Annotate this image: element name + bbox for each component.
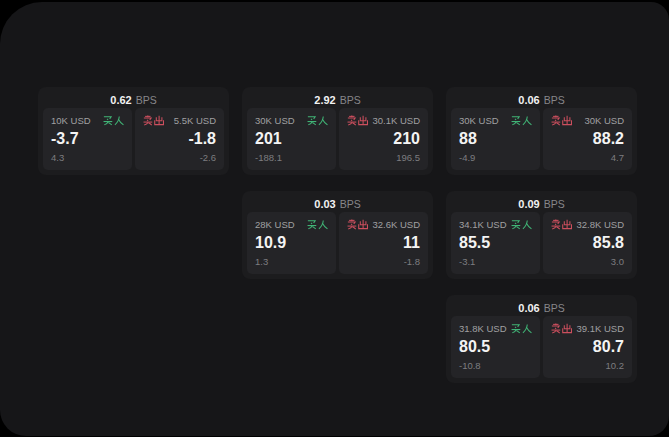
- sell-delta: -2.6: [143, 152, 216, 163]
- spread-header: 2.92 BPS: [247, 92, 428, 108]
- spread-unit: BPS: [544, 198, 565, 210]
- sell-label-icon: [143, 115, 164, 126]
- sell-price: -1.8: [143, 131, 216, 147]
- buy-label-icon: [511, 323, 532, 334]
- sell-panel[interactable]: 32.6K USD 11 -1.8: [339, 212, 428, 274]
- spread-value: 0.06: [518, 94, 539, 106]
- buy-price: 80.5: [459, 339, 532, 355]
- buy-label-icon: [307, 115, 328, 126]
- quote-card: 0.06 BPS 30K USD: [446, 87, 637, 175]
- spread-unit: BPS: [544, 94, 565, 106]
- sell-panel[interactable]: 30K USD 88.2 4.7: [543, 108, 632, 170]
- buy-label-icon: [511, 219, 532, 230]
- spread-unit: BPS: [544, 302, 565, 314]
- buy-size: 30K USD: [459, 115, 499, 126]
- buy-panel[interactable]: 31.8K USD 80.5 -10.8: [451, 316, 540, 378]
- spread-value: 0.09: [518, 198, 539, 210]
- spread-unit: BPS: [340, 198, 361, 210]
- sell-label-icon: [347, 219, 368, 230]
- buy-panel[interactable]: 30K USD 201 -188.1: [247, 108, 336, 170]
- sell-price: 210: [347, 131, 420, 147]
- spread-value: 0.03: [314, 198, 335, 210]
- buy-price: 201: [255, 131, 328, 147]
- quote-panels: 34.1K USD 85.5 -3.1: [451, 212, 632, 274]
- sell-panel[interactable]: 39.1K USD 80.7 10.2: [543, 316, 632, 378]
- quote-card: 0.09 BPS 34.1K USD: [446, 191, 637, 279]
- buy-price: -3.7: [51, 131, 124, 147]
- sell-size: 39.1K USD: [576, 323, 624, 334]
- sell-label-icon: [551, 323, 572, 334]
- quote-card: 0.03 BPS 28K USD: [242, 191, 433, 279]
- spread-unit: BPS: [340, 94, 361, 106]
- spread-header: 0.06 BPS: [451, 92, 632, 108]
- spread-value: 2.92: [314, 94, 335, 106]
- quote-panels: 31.8K USD 80.5 -10.8: [451, 316, 632, 378]
- buy-delta: -188.1: [255, 152, 328, 163]
- buy-price: 88: [459, 131, 532, 147]
- quote-card: 0.06 BPS 31.8K USD: [446, 295, 637, 383]
- quote-panels: 30K USD 201 -188.1: [247, 108, 428, 170]
- sell-size: 30.1K USD: [372, 115, 420, 126]
- quote-panels: 30K USD 88 -4.9: [451, 108, 632, 170]
- app-background: 0.62 BPS 10K USD: [0, 2, 669, 436]
- sell-delta: 4.7: [551, 152, 624, 163]
- spread-value: 0.62: [110, 94, 131, 106]
- sell-delta: 3.0: [551, 256, 624, 267]
- buy-panel[interactable]: 30K USD 88 -4.9: [451, 108, 540, 170]
- buy-price: 10.9: [255, 235, 328, 251]
- buy-size: 10K USD: [51, 115, 91, 126]
- sell-delta: -1.8: [347, 256, 420, 267]
- spread-header: 0.06 BPS: [451, 300, 632, 316]
- quote-panels: 28K USD 10.9 1.3: [247, 212, 428, 274]
- sell-size: 5.5K USD: [174, 115, 216, 126]
- buy-size: 31.8K USD: [459, 323, 507, 334]
- sell-label-icon: [347, 115, 368, 126]
- buy-label-icon: [103, 115, 124, 126]
- buy-delta: -10.8: [459, 360, 532, 371]
- spread-header: 0.09 BPS: [451, 196, 632, 212]
- cards-grid: 0.62 BPS 10K USD: [38, 87, 637, 383]
- quote-card: 2.92 BPS 30K USD: [242, 87, 433, 175]
- sell-price: 85.8: [551, 235, 624, 251]
- buy-size: 34.1K USD: [459, 219, 507, 230]
- buy-label-icon: [307, 219, 328, 230]
- buy-price: 85.5: [459, 235, 532, 251]
- buy-delta: -4.9: [459, 152, 532, 163]
- buy-panel[interactable]: 28K USD 10.9 1.3: [247, 212, 336, 274]
- sell-size: 32.6K USD: [372, 219, 420, 230]
- spread-header: 0.62 BPS: [43, 92, 224, 108]
- sell-panel[interactable]: 5.5K USD -1.8 -2.6: [135, 108, 224, 170]
- quote-card: 0.62 BPS 10K USD: [38, 87, 229, 175]
- sell-panel[interactable]: 30.1K USD 210 196.5: [339, 108, 428, 170]
- buy-delta: 1.3: [255, 256, 328, 267]
- sell-price: 88.2: [551, 131, 624, 147]
- spread-unit: BPS: [136, 94, 157, 106]
- buy-delta: 4.3: [51, 152, 124, 163]
- sell-price: 80.7: [551, 339, 624, 355]
- buy-label-icon: [511, 115, 532, 126]
- buy-size: 28K USD: [255, 219, 295, 230]
- quote-panels: 10K USD -3.7 4.3: [43, 108, 224, 170]
- sell-size: 30K USD: [584, 115, 624, 126]
- sell-delta: 196.5: [347, 152, 420, 163]
- sell-label-icon: [551, 219, 572, 230]
- buy-panel[interactable]: 34.1K USD 85.5 -3.1: [451, 212, 540, 274]
- sell-price: 11: [347, 235, 420, 251]
- spread-header: 0.03 BPS: [247, 196, 428, 212]
- spread-value: 0.06: [518, 302, 539, 314]
- sell-size: 32.8K USD: [576, 219, 624, 230]
- buy-panel[interactable]: 10K USD -3.7 4.3: [43, 108, 132, 170]
- sell-panel[interactable]: 32.8K USD 85.8 3.0: [543, 212, 632, 274]
- sell-label-icon: [551, 115, 572, 126]
- sell-delta: 10.2: [551, 360, 624, 371]
- buy-size: 30K USD: [255, 115, 295, 126]
- buy-delta: -3.1: [459, 256, 532, 267]
